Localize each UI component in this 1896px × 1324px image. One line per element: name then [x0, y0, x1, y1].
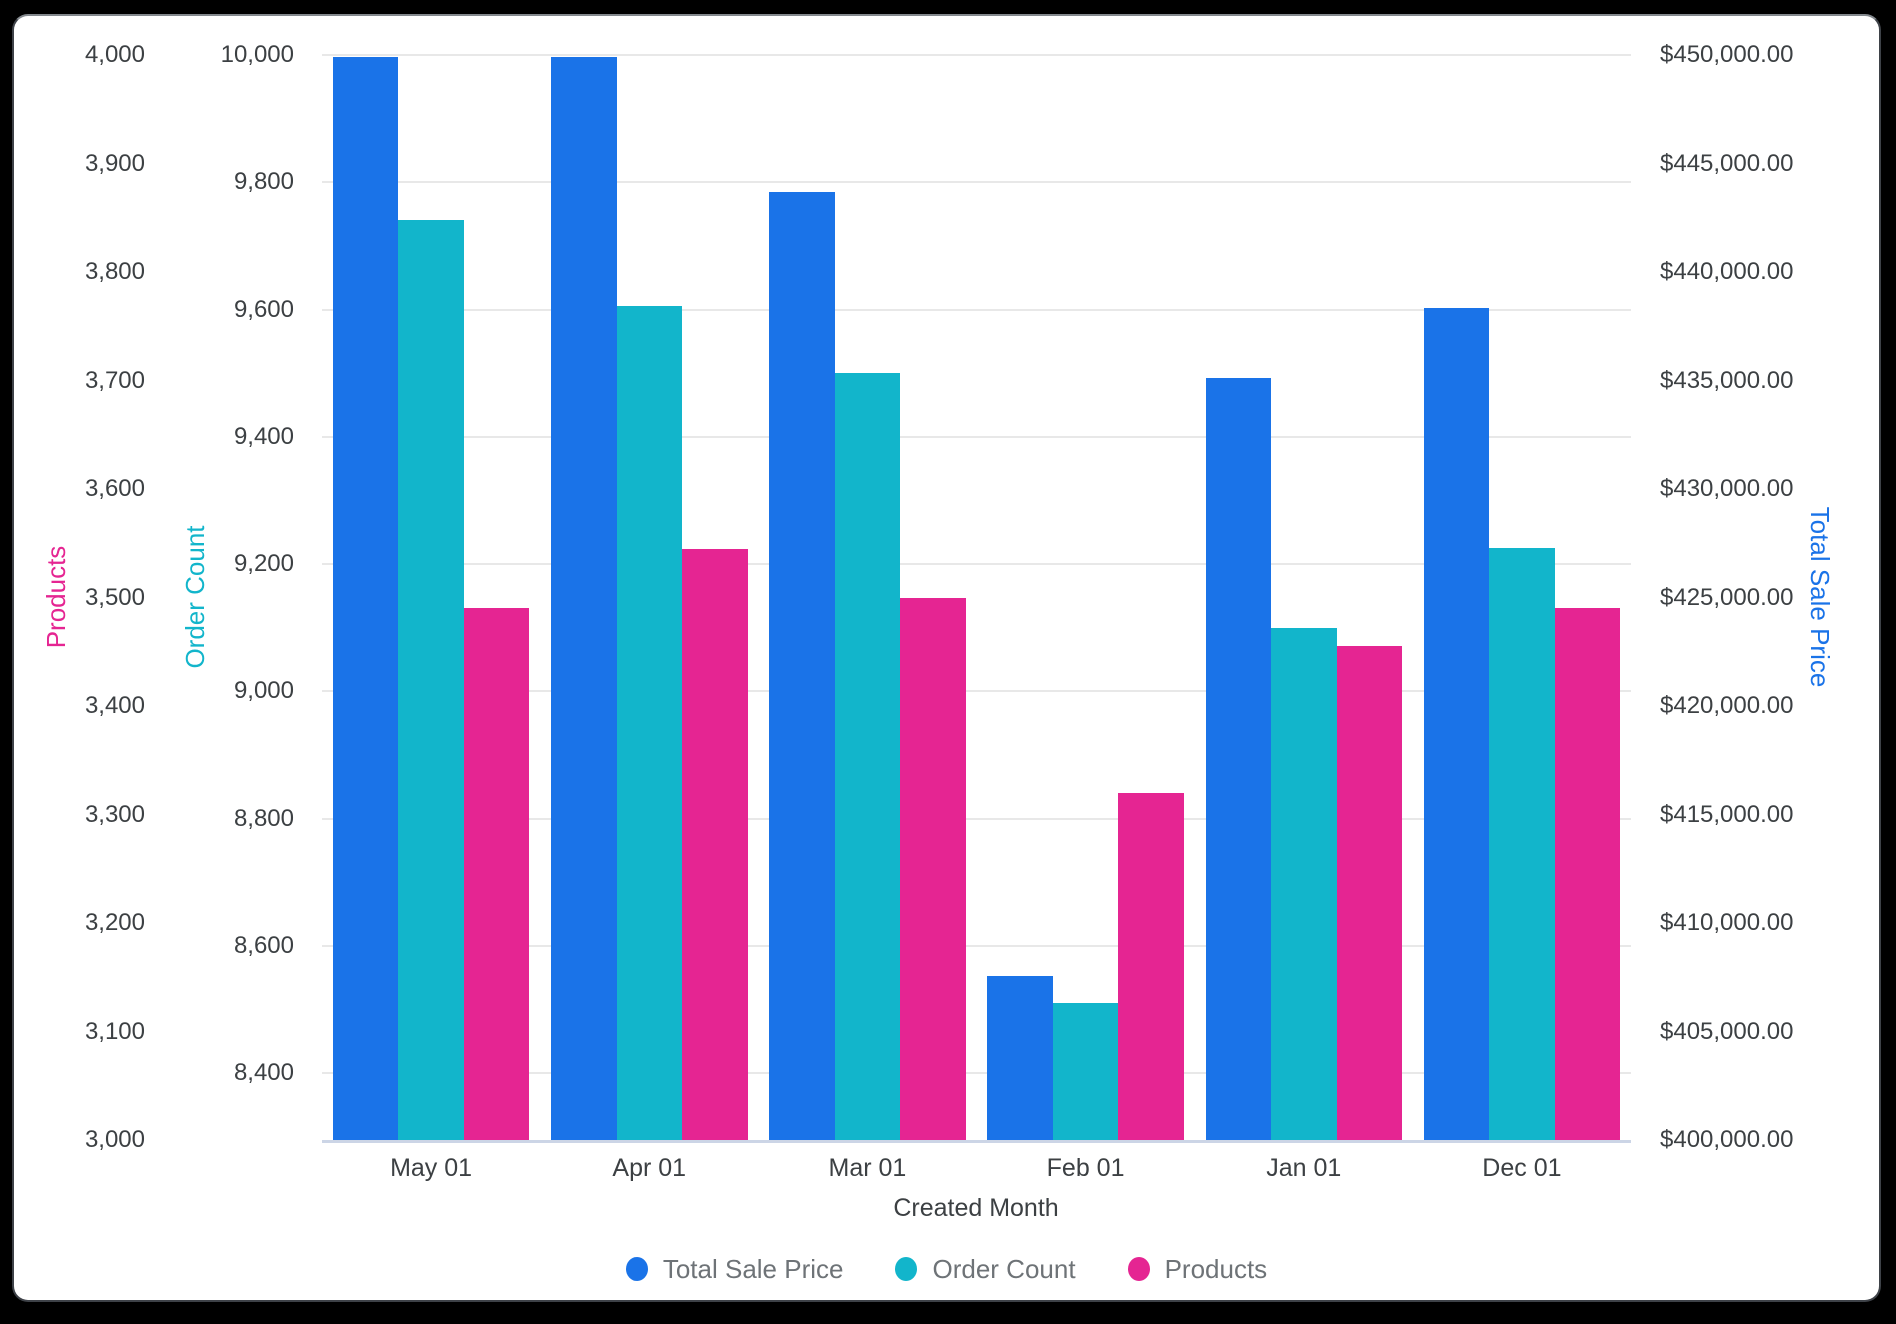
legend-label: Total Sale Price: [662, 1254, 844, 1284]
legend-dot: [895, 1257, 918, 1281]
orders-axis-tick: 8,800: [233, 804, 294, 832]
legend-label: Order Count: [932, 1254, 1076, 1284]
bar-order-count-mar-01[interactable]: [834, 373, 901, 1140]
bar-products-feb-01[interactable]: [1118, 792, 1184, 1140]
products-axis-tick: 3,200: [84, 909, 145, 936]
bar-order-count-dec-01[interactable]: [1489, 548, 1555, 1140]
x-axis-line: [322, 1140, 1631, 1143]
gridline: [322, 181, 1631, 184]
bar-order-count-feb-01[interactable]: [1052, 1003, 1119, 1140]
gridline: [322, 817, 1631, 820]
legend-dot: [1127, 1257, 1150, 1281]
orders-axis-tick: 8,600: [233, 931, 294, 959]
orders-axis-tick: 10,000: [220, 41, 294, 68]
bar-order-count-may-01[interactable]: [398, 220, 464, 1140]
bar-products-mar-01[interactable]: [900, 597, 966, 1140]
bar-total-sale-price-may-01[interactable]: [332, 57, 399, 1140]
bar-order-count-apr-01[interactable]: [616, 306, 682, 1140]
sale-axis-tick: $410,000.00: [1660, 909, 1794, 936]
products-axis-tick: 3,400: [84, 692, 145, 719]
products-axis-tick: 3,100: [84, 1017, 145, 1045]
sale-axis-tick: $400,000.00: [1660, 1126, 1794, 1153]
legend-item-order-count[interactable]: Order Count: [895, 1254, 1076, 1284]
bar-products-may-01[interactable]: [463, 608, 530, 1140]
y-axis-title-total-sale-price: Total Sale Price: [1805, 506, 1835, 688]
legend-item-products[interactable]: Products: [1127, 1254, 1268, 1284]
bar-total-sale-price-mar-01[interactable]: [769, 191, 835, 1140]
products-axis-tick: 3,500: [84, 583, 145, 611]
y-axis-title-order-count: Order Count: [180, 525, 210, 669]
gridline: [322, 944, 1631, 947]
y-axis-title-products: Products: [41, 545, 71, 649]
orders-axis-tick: 9,200: [233, 550, 294, 578]
products-axis-tick: 4,000: [84, 41, 145, 68]
sale-axis-tick: $415,000.00: [1660, 800, 1794, 828]
gridline: [322, 308, 1631, 311]
bar-order-count-jan-01[interactable]: [1271, 627, 1337, 1140]
bar-total-sale-price-apr-01[interactable]: [551, 57, 617, 1140]
bar-total-sale-price-dec-01[interactable]: [1423, 307, 1490, 1140]
x-axis-label: Apr 01: [612, 1154, 687, 1182]
sale-axis-tick: $425,000.00: [1660, 583, 1794, 611]
chart-card: Products Order Count Total Sale Price Cr…: [12, 14, 1881, 1302]
products-axis-tick: 3,300: [84, 800, 145, 828]
legend-label: Products: [1164, 1254, 1268, 1284]
legend-item-total-sale-price[interactable]: Total Sale Price: [625, 1254, 844, 1284]
gridline: [322, 435, 1631, 438]
orders-axis-tick: 9,000: [233, 677, 294, 705]
gridline: [322, 690, 1631, 693]
x-axis-label: Feb 01: [1046, 1154, 1125, 1182]
orders-axis-tick: 9,800: [233, 168, 294, 196]
bar-total-sale-price-feb-01[interactable]: [987, 976, 1053, 1140]
legend: Total Sale Price Order Count Products: [14, 1254, 1879, 1284]
x-axis-title: Created Month: [893, 1194, 1059, 1222]
gridline: [322, 54, 1631, 56]
orders-axis-tick: 8,400: [233, 1059, 294, 1087]
x-axis-label: May 01: [390, 1154, 473, 1182]
sale-axis-tick: $450,000.00: [1660, 41, 1794, 68]
sale-axis-tick: $435,000.00: [1660, 366, 1794, 394]
gridline: [322, 1072, 1631, 1075]
products-axis-tick: 3,800: [84, 258, 145, 285]
sale-axis-tick: $405,000.00: [1660, 1017, 1794, 1045]
sale-axis-tick: $445,000.00: [1660, 149, 1794, 177]
sale-axis-tick: $420,000.00: [1660, 692, 1794, 719]
bar-products-apr-01[interactable]: [682, 548, 748, 1140]
x-axis-label: Dec 01: [1482, 1154, 1562, 1182]
sale-axis-tick: $440,000.00: [1660, 258, 1794, 285]
products-axis-tick: 3,600: [84, 475, 145, 502]
x-axis-label: Mar 01: [828, 1154, 907, 1182]
bar-total-sale-price-jan-01[interactable]: [1205, 378, 1271, 1140]
products-axis-tick: 3,000: [84, 1126, 145, 1153]
orders-axis-tick: 9,600: [233, 295, 294, 323]
bar-products-jan-01[interactable]: [1336, 646, 1402, 1140]
legend-dot: [625, 1257, 648, 1281]
bar-products-dec-01[interactable]: [1554, 608, 1621, 1140]
products-axis-tick: 3,900: [84, 149, 145, 177]
orders-axis-tick: 9,400: [233, 422, 294, 450]
sale-axis-tick: $430,000.00: [1660, 475, 1794, 502]
gridline: [322, 563, 1631, 566]
products-axis-tick: 3,700: [84, 366, 145, 394]
x-axis-label: Jan 01: [1266, 1154, 1342, 1182]
